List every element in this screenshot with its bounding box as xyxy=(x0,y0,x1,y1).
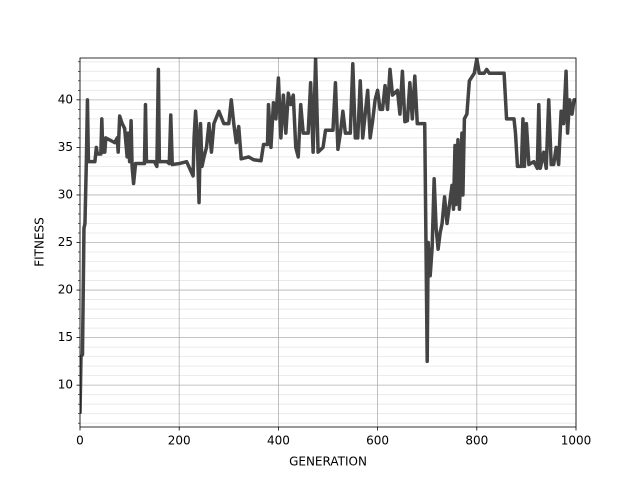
y-tick-label: 40 xyxy=(58,92,73,106)
x-axis-label: GENERATION xyxy=(289,455,367,469)
y-axis-label: FITNESS xyxy=(33,217,47,267)
y-tick-label: 30 xyxy=(58,187,73,201)
x-tick-label: 400 xyxy=(267,434,290,448)
y-tick-label: 10 xyxy=(58,378,73,392)
x-tick-label: 200 xyxy=(168,434,191,448)
y-tick-label: 15 xyxy=(58,330,73,344)
x-tick-label: 600 xyxy=(366,434,389,448)
plot-frame xyxy=(79,57,577,428)
y-tick-label: 20 xyxy=(58,283,73,297)
x-tick-label: 0 xyxy=(76,434,84,448)
y-tick-label: 35 xyxy=(58,140,73,154)
fitness-line xyxy=(80,58,576,414)
x-tick-label: 800 xyxy=(465,434,488,448)
y-tick-label: 25 xyxy=(58,235,73,249)
x-tick-label: 1000 xyxy=(561,434,592,448)
